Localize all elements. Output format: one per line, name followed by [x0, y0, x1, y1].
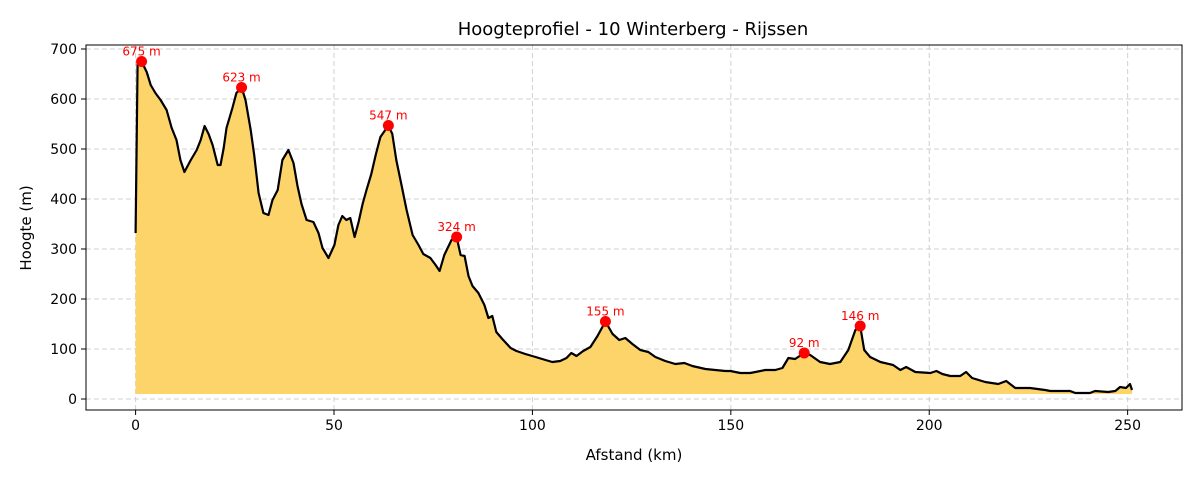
peak-marker — [136, 56, 148, 67]
x-tick-label: 250 — [1114, 418, 1141, 434]
peak-label: 675 m — [122, 45, 160, 59]
y-tick-label: 300 — [50, 242, 77, 258]
peak-label: 547 m — [369, 109, 407, 123]
y-axis-label: Hoogte (m) — [17, 185, 35, 270]
peak-label: 146 m — [841, 309, 879, 323]
grid — [86, 45, 1182, 410]
peak-label: 623 m — [222, 71, 260, 85]
y-axis: 0 100 200 300 400 500 600 700 — [50, 42, 86, 408]
peak-marker — [236, 82, 248, 93]
peak-label: 92 m — [789, 336, 820, 350]
peak-marker — [854, 320, 866, 332]
x-tick-label: 150 — [717, 418, 744, 434]
x-tick-label: 100 — [519, 418, 546, 434]
y-tick-label: 500 — [50, 142, 77, 158]
y-tick-label: 0 — [68, 392, 77, 408]
peak-marker — [382, 120, 394, 131]
peak-label: 324 m — [437, 220, 475, 234]
x-tick-label: 200 — [916, 418, 943, 434]
peak-marker — [599, 316, 611, 327]
y-tick-label: 600 — [50, 92, 77, 108]
y-tick-label: 400 — [50, 192, 77, 208]
peak-marker — [451, 231, 463, 243]
y-tick-label: 700 — [50, 42, 77, 58]
elevation-fill — [135, 61, 1133, 394]
x-axis-label: Afstand (km) — [586, 446, 683, 464]
peak-marker — [798, 347, 810, 359]
peak-label: 155 m — [586, 305, 624, 319]
peak-markers: 675 m 623 m 547 m 324 m 155 m 92 m 146 m — [122, 45, 879, 359]
y-tick-label: 100 — [50, 342, 77, 358]
x-axis: 0 50 100 150 200 250 — [131, 410, 1141, 434]
y-tick-label: 200 — [50, 292, 77, 308]
elevation-line — [134, 60, 1134, 395]
x-tick-label: 0 — [131, 418, 140, 434]
x-tick-label: 50 — [325, 418, 343, 434]
plot-frame — [85, 44, 1183, 411]
chart-title: Hoogteprofiel - 10 Winterberg - Rijssen — [458, 19, 809, 40]
